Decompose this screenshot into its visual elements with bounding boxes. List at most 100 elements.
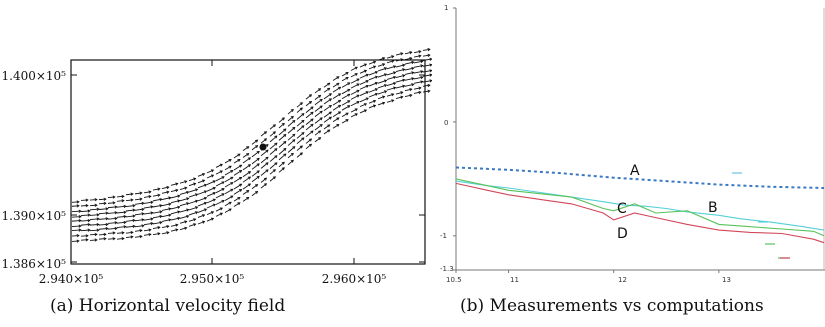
velocity-arrow bbox=[170, 211, 180, 215]
arrow-head bbox=[85, 203, 89, 208]
velocity-arrow bbox=[332, 124, 340, 129]
arrow-head bbox=[318, 88, 322, 92]
velocity-arrow bbox=[134, 229, 142, 232]
arrow-head bbox=[429, 69, 433, 73]
velocity-arrow bbox=[71, 210, 82, 213]
velocity-arrow bbox=[116, 215, 126, 218]
velocity-arrow bbox=[107, 232, 116, 234]
arrow-head bbox=[420, 75, 424, 80]
arrow-head bbox=[166, 185, 170, 190]
arrow-head bbox=[310, 130, 314, 134]
velocity-arrow bbox=[251, 170, 260, 177]
arrow-head bbox=[210, 174, 215, 178]
arrow-head bbox=[391, 59, 395, 63]
arrow-head bbox=[345, 76, 349, 80]
arrow-head bbox=[420, 59, 424, 64]
arrow-head bbox=[103, 232, 107, 237]
arrow-head bbox=[221, 199, 225, 203]
velocity-arrow bbox=[278, 134, 287, 141]
arrow-head bbox=[327, 82, 331, 86]
velocity-arrow bbox=[422, 80, 432, 83]
velocity-arrow bbox=[179, 197, 189, 202]
velocity-arrow bbox=[170, 206, 180, 210]
velocity-arrow bbox=[305, 138, 312, 144]
arrow-head bbox=[418, 86, 422, 90]
arrow-head bbox=[219, 170, 223, 174]
velocity-arrow bbox=[98, 198, 107, 201]
velocity-arrow bbox=[215, 207, 223, 212]
velocity-arrow bbox=[377, 67, 387, 72]
velocity-arrow bbox=[341, 119, 349, 124]
arrow-head bbox=[354, 73, 358, 76]
velocity-arrow bbox=[386, 76, 396, 80]
velocity-arrow bbox=[251, 184, 258, 190]
velocity-arrow bbox=[71, 216, 82, 218]
velocity-arrow bbox=[278, 128, 287, 136]
velocity-arrow bbox=[125, 215, 135, 218]
arrow-head bbox=[246, 153, 250, 156]
arrow-head bbox=[382, 63, 386, 67]
arrow-head bbox=[148, 232, 152, 237]
arrow-head bbox=[212, 198, 216, 202]
velocity-arrow bbox=[395, 52, 403, 56]
arrow-head bbox=[139, 234, 143, 239]
arrow-head bbox=[402, 63, 406, 67]
velocity-arrow bbox=[332, 99, 341, 106]
velocity-arrow bbox=[242, 157, 251, 164]
arrow-head bbox=[230, 182, 234, 185]
velocity-arrow bbox=[143, 195, 151, 198]
arrow-head bbox=[114, 226, 118, 231]
arrow-head bbox=[114, 221, 118, 225]
arrow-head bbox=[336, 117, 340, 121]
velocity-arrow bbox=[323, 98, 332, 105]
velocity-arrow bbox=[413, 65, 423, 68]
velocity-arrow bbox=[386, 65, 396, 70]
arrow-head bbox=[283, 128, 287, 132]
velocity-arrow bbox=[215, 212, 223, 217]
velocity-arrow bbox=[188, 218, 196, 222]
arrow-head bbox=[301, 125, 305, 129]
velocity-arrow bbox=[125, 219, 135, 222]
velocity-arrow bbox=[305, 143, 312, 150]
velocity-arrow bbox=[215, 163, 223, 168]
arrow-head bbox=[132, 214, 136, 218]
arrow-head bbox=[105, 227, 109, 231]
arrow-head bbox=[123, 214, 127, 219]
arrow-head bbox=[265, 162, 269, 166]
velocity-arrow bbox=[152, 211, 162, 214]
arrow-head bbox=[230, 170, 234, 173]
velocity-arrow bbox=[197, 190, 207, 195]
velocity-arrow bbox=[80, 224, 91, 226]
velocity-arrow bbox=[170, 229, 178, 232]
velocity-arrow bbox=[188, 193, 198, 198]
arrow-head bbox=[354, 108, 358, 112]
velocity-arrow bbox=[278, 161, 285, 168]
velocity-arrow bbox=[134, 225, 144, 228]
series-line-a bbox=[455, 166, 825, 189]
arrow-head bbox=[247, 164, 252, 168]
series-label-d: D bbox=[617, 226, 628, 242]
arrow-head bbox=[230, 176, 234, 180]
velocity-arrow bbox=[350, 94, 360, 100]
arrow-head bbox=[365, 80, 369, 84]
velocity-arrow bbox=[134, 192, 142, 195]
velocity-arrow bbox=[206, 169, 214, 174]
velocity-arrow bbox=[368, 93, 378, 98]
arrow-head bbox=[166, 224, 170, 229]
x-tick-label: 2.940×10⁵ bbox=[39, 272, 104, 286]
velocity-arrow bbox=[341, 82, 351, 88]
velocity-arrow bbox=[134, 198, 142, 201]
arrow-head bbox=[283, 147, 287, 151]
caption-a: (a) Horizontal velocity field bbox=[50, 296, 286, 316]
velocity-arrow bbox=[125, 231, 134, 234]
velocity-arrow bbox=[242, 164, 251, 171]
velocity-arrow bbox=[197, 208, 207, 213]
arrow-head bbox=[202, 220, 206, 224]
arrow-head bbox=[139, 229, 143, 233]
y-tick-label: 1.400×10⁵ bbox=[2, 69, 67, 83]
velocity-arrow bbox=[134, 213, 144, 216]
arrow-head bbox=[203, 208, 208, 212]
velocity-arrow bbox=[224, 170, 234, 176]
velocity-arrow bbox=[179, 220, 187, 224]
velocity-arrow bbox=[296, 145, 303, 151]
